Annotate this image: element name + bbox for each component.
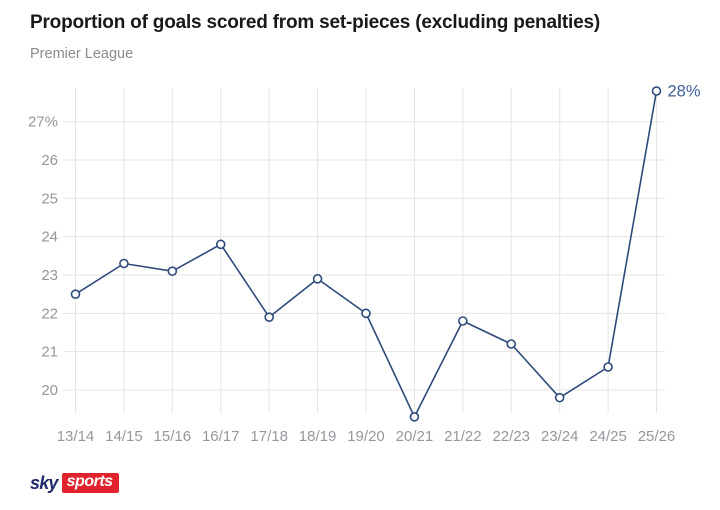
x-axis-tick-label: 21/22 xyxy=(444,428,482,445)
data-point-20/21 xyxy=(409,412,420,422)
chart-title: Proportion of goals scored from set-piec… xyxy=(30,12,600,33)
y-axis-tick-label: 22 xyxy=(41,305,58,322)
data-point-18/19 xyxy=(312,274,323,284)
y-axis-tick-label: 23 xyxy=(41,267,58,284)
x-axis-tick-label: 18/19 xyxy=(299,428,337,445)
data-point-23/24 xyxy=(554,392,565,403)
x-axis-tick-label: 17/18 xyxy=(250,428,288,445)
y-axis-tick-label: 20 xyxy=(41,382,58,399)
y-axis-tick-label: 25 xyxy=(41,190,58,207)
x-axis-tick-label: 16/17 xyxy=(202,428,240,445)
x-axis-tick-label: 22/23 xyxy=(492,428,530,445)
logo-sports-text: sports xyxy=(66,473,113,490)
sky-sports-logo: sky sports xyxy=(30,473,119,493)
y-axis-tick-label: 27% xyxy=(28,114,58,131)
data-point-17/18 xyxy=(264,312,274,322)
data-point-24/25 xyxy=(603,362,613,372)
data-point-13/14 xyxy=(70,289,81,299)
x-axis-tick-label: 20/21 xyxy=(396,428,434,445)
data-point-15/16 xyxy=(167,266,178,276)
logo-sports-box: sports xyxy=(61,473,119,493)
data-point-16/17 xyxy=(215,239,226,250)
x-axis-tick-label: 24/25 xyxy=(589,428,627,445)
logo-sky-text: sky xyxy=(30,473,58,493)
y-axis-tick-label: 26 xyxy=(41,152,58,169)
x-axis-tick-label: 13/14 xyxy=(57,428,95,445)
x-axis-tick-label: 14/15 xyxy=(105,428,143,445)
x-axis-tick-label: 23/24 xyxy=(541,428,579,445)
x-axis-tick-label: 19/20 xyxy=(347,428,385,445)
y-axis-tick-label: 24 xyxy=(41,229,58,246)
x-axis-tick-label: 25/26 xyxy=(638,428,676,445)
x-axis-tick-label: 15/16 xyxy=(154,428,192,445)
data-point-25/26 xyxy=(651,86,662,96)
data-point-19/20 xyxy=(361,308,371,319)
y-axis-tick-label: 21 xyxy=(41,344,58,361)
data-point-14/15 xyxy=(119,258,129,269)
chart-subtitle: Premier League xyxy=(30,46,134,62)
data-point-21/22 xyxy=(458,316,468,326)
annotation-label: 28% xyxy=(668,83,701,101)
data-point-22/23 xyxy=(506,339,517,349)
